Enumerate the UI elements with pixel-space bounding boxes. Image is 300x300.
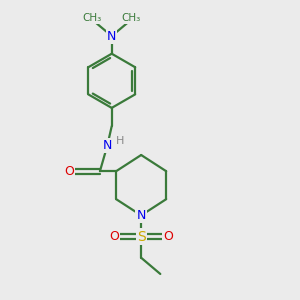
Text: N: N: [103, 139, 112, 152]
Text: CH₃: CH₃: [122, 14, 141, 23]
Text: O: O: [163, 230, 173, 243]
Text: S: S: [137, 230, 146, 244]
Text: H: H: [116, 136, 124, 146]
Text: O: O: [109, 230, 119, 243]
Text: N: N: [136, 209, 146, 222]
Text: N: N: [107, 30, 116, 43]
Text: CH₃: CH₃: [82, 14, 102, 23]
Text: O: O: [64, 165, 74, 178]
